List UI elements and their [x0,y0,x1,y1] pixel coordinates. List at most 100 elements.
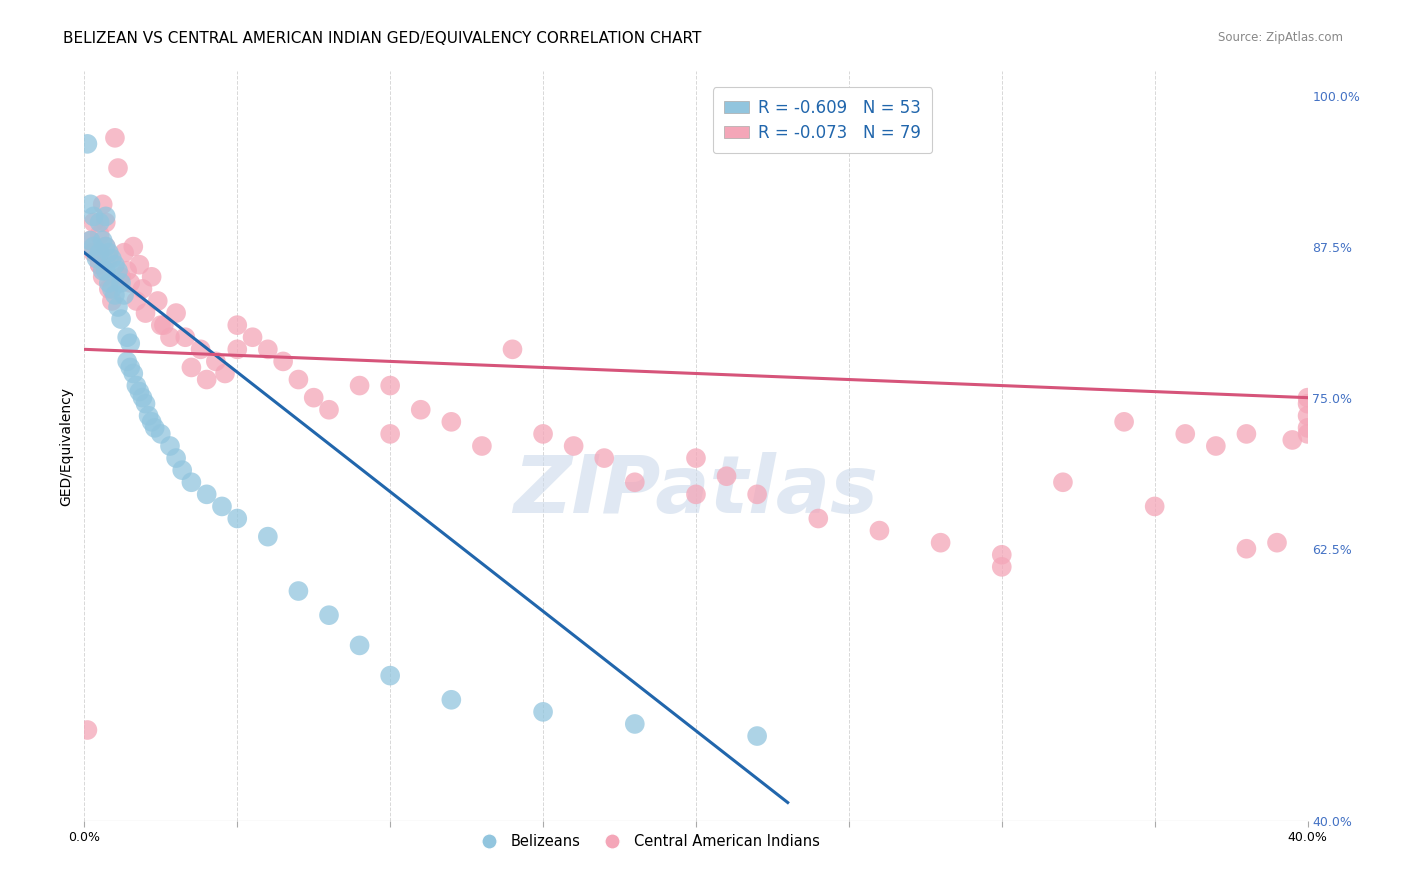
Point [242,330,264,344]
Point [89,227,111,242]
Point [685,451,707,466]
Point [86,252,108,266]
Point [89,258,111,272]
Point [135,397,157,411]
Point [271,354,294,368]
Point [211,500,233,514]
Point [149,426,172,441]
Point [135,306,157,320]
Point [624,717,647,731]
Point [1296,409,1319,423]
Point [1205,439,1227,453]
Point [91,197,114,211]
Y-axis label: GED/Equivalency: GED/Equivalency [59,386,73,506]
Point [138,409,160,423]
Point [318,402,340,417]
Point [110,276,132,290]
Point [1052,475,1074,490]
Point [107,161,129,175]
Point [94,239,117,253]
Point [226,511,249,525]
Point [1296,391,1319,405]
Point [349,639,371,653]
Point [440,693,463,707]
Point [226,343,249,357]
Point [94,210,117,224]
Point [131,282,153,296]
Point [153,318,176,333]
Point [115,264,138,278]
Point [101,252,124,266]
Legend: Belizeans, Central American Indians: Belizeans, Central American Indians [468,828,825,855]
Point [131,391,153,405]
Point [159,330,181,344]
Point [112,245,135,260]
Point [115,354,138,368]
Point [172,463,194,477]
Point [1143,500,1166,514]
Point [143,421,166,435]
Point [94,239,117,253]
Point [1296,426,1319,441]
Point [97,282,120,296]
Point [1281,433,1303,447]
Point [180,475,202,490]
Point [287,584,309,599]
Point [562,439,585,453]
Point [226,318,249,333]
Point [929,535,952,549]
Point [76,136,98,151]
Point [128,258,150,272]
Point [1296,421,1319,435]
Point [685,487,707,501]
Point [991,548,1014,562]
Point [120,336,142,351]
Point [349,378,371,392]
Point [205,354,228,368]
Point [807,511,830,525]
Point [83,215,105,229]
Point [593,451,616,466]
Point [110,312,132,326]
Point [110,269,132,284]
Point [101,293,124,308]
Point [318,608,340,623]
Point [128,384,150,399]
Point [1265,535,1288,549]
Point [869,524,891,538]
Point [624,475,647,490]
Point [79,234,101,248]
Point [531,426,554,441]
Point [180,360,202,375]
Point [165,451,187,466]
Point [747,729,769,743]
Point [89,258,111,272]
Point [91,269,114,284]
Point [380,426,402,441]
Point [195,372,218,386]
Point [76,723,98,737]
Point [97,245,120,260]
Point [122,239,145,253]
Point [141,269,163,284]
Point [257,530,280,544]
Point [1174,426,1197,441]
Point [83,239,105,253]
Point [101,282,124,296]
Point [79,234,101,248]
Point [104,258,127,272]
Point [112,288,135,302]
Point [409,402,432,417]
Point [94,215,117,229]
Point [94,264,117,278]
Point [79,197,101,211]
Point [380,668,402,682]
Point [1114,415,1136,429]
Point [440,415,463,429]
Point [531,705,554,719]
Point [174,330,197,344]
Point [107,264,129,278]
Point [91,264,114,278]
Point [104,288,127,302]
Point [125,378,148,392]
